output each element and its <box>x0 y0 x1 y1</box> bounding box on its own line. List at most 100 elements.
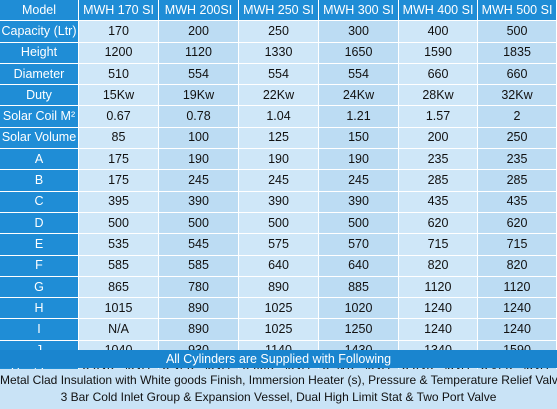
table-cell: 0.67 <box>79 106 159 128</box>
table-cell: 300 <box>319 21 399 43</box>
table-cell: 85 <box>79 127 159 150</box>
row-label: Diameter <box>0 63 79 86</box>
table-cell: 285 <box>399 170 478 192</box>
table-cell: 545 <box>159 234 239 256</box>
table-cell: 150 <box>319 127 399 150</box>
table-cell: 1590 <box>399 42 478 64</box>
row-label: Solar Volume <box>0 127 79 150</box>
table-cell: 100 <box>159 127 239 150</box>
table-cell: 715 <box>478 234 557 256</box>
table-cell: 890 <box>159 319 239 341</box>
row-label: I <box>0 319 79 341</box>
header-model-2: MWH 200SI <box>159 0 239 22</box>
table-cell: 235 <box>399 149 478 171</box>
table-cell: 620 <box>478 212 557 235</box>
table-cell: 1025 <box>239 298 319 320</box>
row-label: C <box>0 191 79 213</box>
table-cell: 285 <box>478 170 557 192</box>
header-model-4: MWH 300 SI <box>319 0 399 22</box>
row-label: A <box>0 149 79 171</box>
table-row: Height 1200 1120 1330 1650 1590 1835 <box>0 42 557 64</box>
table-cell: 1.04 <box>239 106 319 128</box>
table-cell: 780 <box>159 276 239 299</box>
table-row: I N/A 890 1025 1250 1240 1240 <box>0 319 557 341</box>
table-cell: 885 <box>319 276 399 299</box>
table-cell: 19Kw <box>159 85 239 107</box>
row-label: Height <box>0 42 79 64</box>
table-row: Capacity (Ltr) 170 200 250 300 400 500 <box>0 21 557 43</box>
table-cell: 390 <box>159 191 239 213</box>
table-cell: 435 <box>478 191 557 213</box>
header-model-6: MWH 500 SI <box>478 0 557 22</box>
table-cell: 245 <box>239 170 319 192</box>
table-cell: 390 <box>319 191 399 213</box>
table-row: Solar Coil M² 0.67 0.78 1.04 1.21 1.57 2 <box>0 106 557 128</box>
table-cell: 170 <box>79 21 159 43</box>
table-cell: 175 <box>79 170 159 192</box>
table-cell: 0.78 <box>159 106 239 128</box>
table-cell: 190 <box>239 149 319 171</box>
cylinder-spec-table: Model MWH 170 SI MWH 200SI MWH 250 SI MW… <box>0 0 557 384</box>
table-row: F 585 585 640 640 820 820 <box>0 255 557 277</box>
row-label: Capacity (Ltr) <box>0 21 79 43</box>
table-cell: 1240 <box>478 319 557 341</box>
table-row: Duty 15Kw 19Kw 22Kw 24Kw 28Kw 32Kw <box>0 85 557 107</box>
table-cell: 575 <box>239 234 319 256</box>
table-cell: 22Kw <box>239 85 319 107</box>
row-label: F <box>0 255 79 277</box>
table-cell: 660 <box>478 63 557 86</box>
table-row: D 500 500 500 500 620 620 <box>0 212 557 235</box>
table-cell: 715 <box>399 234 478 256</box>
table-cell: 640 <box>239 255 319 277</box>
table-cell: 1240 <box>478 298 557 320</box>
table-row: E 535 545 575 570 715 715 <box>0 234 557 256</box>
table-cell: 395 <box>79 191 159 213</box>
table-cell: 500 <box>319 212 399 235</box>
row-label: Duty <box>0 85 79 107</box>
table-cell: 200 <box>159 21 239 43</box>
table-cell: 890 <box>239 276 319 299</box>
row-label: E <box>0 234 79 256</box>
table-row: C 395 390 390 390 435 435 <box>0 191 557 213</box>
table-cell: 245 <box>159 170 239 192</box>
header-model-1: MWH 170 SI <box>79 0 159 22</box>
header-model-label: Model <box>0 0 79 22</box>
table-cell: 1.21 <box>319 106 399 128</box>
table-cell: 1200 <box>79 42 159 64</box>
table-cell: 620 <box>399 212 478 235</box>
row-label: H <box>0 298 79 320</box>
row-label: B <box>0 170 79 192</box>
table-cell: 1240 <box>399 298 478 320</box>
table-cell: 1240 <box>399 319 478 341</box>
table-cell: 865 <box>79 276 159 299</box>
table-cell: 1120 <box>478 276 557 299</box>
footer-title: All Cylinders are Supplied with Followin… <box>0 350 557 368</box>
table-cell: 500 <box>239 212 319 235</box>
header-model-5: MWH 400 SI <box>399 0 478 22</box>
table-cell: 510 <box>79 63 159 86</box>
table-cell: 190 <box>159 149 239 171</box>
footer-line-2: 3 Bar Cold Inlet Group & Expansion Vesse… <box>60 390 497 404</box>
footer-body: Metal Clad Insulation with White goods F… <box>0 369 557 409</box>
table-cell: 890 <box>159 298 239 320</box>
table-row: H 1015 890 1025 1020 1240 1240 <box>0 298 557 320</box>
table-cell: 400 <box>399 21 478 43</box>
table-cell: 390 <box>239 191 319 213</box>
table-row: B 175 245 245 245 285 285 <box>0 170 557 192</box>
table-cell: 1120 <box>159 42 239 64</box>
table-cell: 28Kw <box>399 85 478 107</box>
footer-line-1: Metal Clad Insulation with White goods F… <box>0 373 557 387</box>
table-cell: 585 <box>79 255 159 277</box>
table-cell: N/A <box>79 319 159 341</box>
table-cell: 245 <box>319 170 399 192</box>
table-cell: 1.57 <box>399 106 478 128</box>
table-cell: 535 <box>79 234 159 256</box>
table-cell: 820 <box>399 255 478 277</box>
table-cell: 585 <box>159 255 239 277</box>
table-cell: 190 <box>319 149 399 171</box>
table-cell: 1020 <box>319 298 399 320</box>
table-cell: 1015 <box>79 298 159 320</box>
table-cell: 1835 <box>478 42 557 64</box>
table-cell: 250 <box>478 127 557 150</box>
table-cell: 250 <box>239 21 319 43</box>
